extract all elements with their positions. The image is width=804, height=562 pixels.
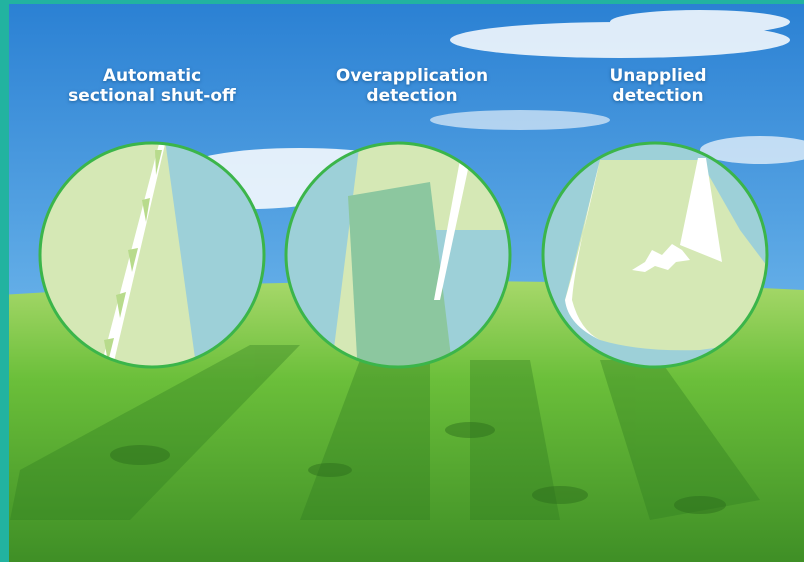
- panel-title-line2: detection: [612, 86, 704, 106]
- circle-ring-2: [284, 141, 512, 369]
- grass-tufts: [110, 422, 726, 514]
- top-border: [0, 0, 804, 4]
- grass-rows: [10, 345, 760, 520]
- panel-title-line1: Automatic: [102, 66, 202, 86]
- left-border: [0, 0, 9, 562]
- panel-title-line1: Overapplication: [335, 66, 489, 86]
- panel-title-unapplied: Unapplied detection: [548, 66, 768, 106]
- panel-title-line2: detection: [366, 86, 458, 106]
- circle-unapplied: [543, 143, 767, 367]
- circle-ring-1: [38, 141, 266, 369]
- panel-title-sectional-shutoff: Automatic sectional shut-off: [42, 66, 262, 106]
- panel-title-overapplication: Overapplication detection: [302, 66, 522, 106]
- panel-title-line2: sectional shut-off: [68, 86, 236, 106]
- circle-overapplication: [286, 143, 510, 367]
- panel-title-line1: Unapplied: [609, 66, 707, 86]
- circle-ring-3: [541, 141, 769, 369]
